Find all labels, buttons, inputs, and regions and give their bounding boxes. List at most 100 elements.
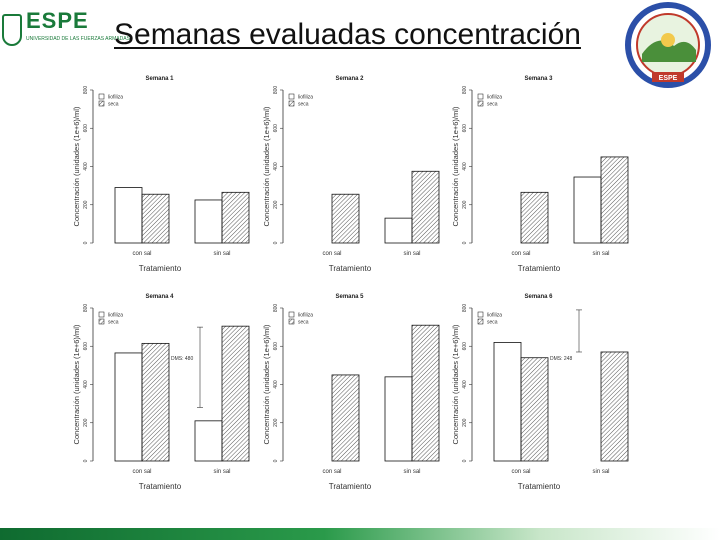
- legend-label-6: liofiliza: [487, 313, 502, 319]
- legend-swatch-4: [98, 318, 105, 325]
- legend-label-6: seca: [487, 320, 498, 326]
- x-tick-label-6: con sal: [511, 469, 530, 475]
- legend-label-5: seca: [298, 320, 309, 326]
- y-tick-label-5: 400: [273, 380, 279, 389]
- bar-seca-4: [141, 342, 170, 462]
- bar-liofiliza-5: [384, 376, 413, 462]
- bar-liofiliza-6: [493, 342, 522, 462]
- bar-seca-3: [520, 191, 549, 244]
- y-axis-label-2: Concentración (unidades (1e+6)/ml): [262, 106, 271, 226]
- dms-annotation-6: DMS: 248: [550, 356, 572, 362]
- y-tick-label-2: 0: [273, 241, 279, 244]
- chart-title-6: Semana 6: [524, 294, 553, 300]
- bar-seca-5: [331, 374, 360, 462]
- y-tick-label-2: 800: [273, 86, 279, 95]
- legend-label-2: seca: [298, 102, 309, 108]
- x-tick-label-6: sin sal: [592, 469, 609, 475]
- bar-seca-2: [411, 170, 440, 244]
- y-tick-label-3: 200: [462, 200, 468, 209]
- x-axis-label-1: Tratamiento: [139, 264, 182, 273]
- y-axis-label-6: Concentración (unidades (1e+6)/ml): [451, 324, 460, 444]
- y-axis-label-5: Concentración (unidades (1e+6)/ml): [262, 324, 271, 444]
- x-axis-label-5: Tratamiento: [329, 482, 372, 491]
- y-tick-label-5: 0: [273, 459, 279, 462]
- logo-text: ESPE: [26, 8, 89, 33]
- x-tick-label-3: con sal: [511, 251, 530, 257]
- x-tick-label-4: con sal: [132, 469, 151, 475]
- chart-title-3: Semana 3: [524, 76, 553, 82]
- y-tick-label-3: 600: [462, 124, 468, 133]
- career-seal-icon: ESPE: [625, 2, 711, 88]
- legend-label-4: liofiliza: [108, 313, 123, 319]
- legend-swatch-3: [477, 100, 484, 107]
- logo-subtitle: UNIVERSIDAD DE LAS FUERZAS ARMADAS: [26, 36, 130, 42]
- y-tick-label-3: 400: [462, 162, 468, 171]
- y-tick-label-5: 600: [273, 342, 279, 351]
- bar-seca-4: [221, 325, 250, 462]
- y-tick-label-1: 0: [83, 241, 89, 244]
- footer-bar: [0, 528, 720, 540]
- x-tick-label-1: sin sal: [213, 251, 230, 257]
- seal-label: ESPE: [659, 75, 678, 82]
- chart-title-2: Semana 2: [335, 76, 364, 82]
- bar-seca-1: [221, 191, 250, 244]
- bar-liofiliza-3: [573, 176, 602, 244]
- x-tick-label-4: sin sal: [213, 469, 230, 475]
- legend-label-4: seca: [108, 320, 119, 326]
- page-title: Semanas evaluadas concentración: [114, 18, 581, 51]
- x-tick-label-5: con sal: [322, 469, 341, 475]
- chart-title-5: Semana 5: [335, 294, 364, 300]
- x-tick-label-2: con sal: [322, 251, 341, 257]
- x-tick-label-2: sin sal: [403, 251, 420, 257]
- legend-label-3: seca: [487, 102, 498, 108]
- legend-swatch-1: [98, 100, 105, 107]
- y-tick-label-2: 400: [273, 162, 279, 171]
- bar-liofiliza-4: [194, 420, 223, 462]
- bar-liofiliza-4: [114, 352, 143, 462]
- y-tick-label-4: 0: [83, 459, 89, 462]
- y-tick-label-6: 800: [462, 304, 468, 313]
- x-axis-label-3: Tratamiento: [518, 264, 561, 273]
- y-tick-label-6: 600: [462, 342, 468, 351]
- y-tick-label-5: 200: [273, 418, 279, 427]
- y-tick-label-1: 600: [83, 124, 89, 133]
- dms-annotation-4: DMS: 480: [171, 356, 193, 362]
- bar-seca-3: [600, 156, 629, 244]
- legend-swatch-2: [288, 100, 295, 107]
- y-tick-label-4: 600: [83, 342, 89, 351]
- x-axis-label-6: Tratamiento: [518, 482, 561, 491]
- x-tick-label-1: con sal: [132, 251, 151, 257]
- legend-swatch-5: [288, 318, 295, 325]
- y-tick-label-5: 800: [273, 304, 279, 313]
- y-axis-label-4: Concentración (unidades (1e+6)/ml): [72, 324, 81, 444]
- legend-label-1: seca: [108, 102, 119, 108]
- chart-title-1: Semana 1: [145, 76, 174, 82]
- bar-seca-1: [141, 193, 170, 244]
- y-tick-label-4: 400: [83, 380, 89, 389]
- bar-seca-6: [520, 357, 549, 462]
- x-axis-label-2: Tratamiento: [329, 264, 372, 273]
- legend-swatch-6: [477, 311, 484, 318]
- y-tick-label-1: 400: [83, 162, 89, 171]
- bar-liofiliza-2: [384, 217, 413, 244]
- legend-swatch-5: [288, 311, 295, 318]
- bar-seca-2: [331, 193, 360, 244]
- y-tick-label-1: 800: [83, 86, 89, 95]
- y-tick-label-3: 800: [462, 86, 468, 95]
- x-axis-label-4: Tratamiento: [139, 482, 182, 491]
- legend-label-3: liofiliza: [487, 95, 502, 101]
- bar-seca-6: [600, 351, 629, 462]
- y-tick-label-1: 200: [83, 200, 89, 209]
- espe-logo: ESPE UNIVERSIDAD DE LAS FUERZAS ARMADAS: [0, 6, 130, 50]
- bar-seca-5: [411, 324, 440, 462]
- legend-swatch-4: [98, 311, 105, 318]
- y-tick-label-6: 0: [462, 459, 468, 462]
- y-tick-label-4: 200: [83, 418, 89, 427]
- legend-swatch-2: [288, 93, 295, 100]
- y-axis-label-1: Concentración (unidades (1e+6)/ml): [72, 106, 81, 226]
- bar-liofiliza-1: [114, 187, 143, 244]
- y-tick-label-6: 400: [462, 380, 468, 389]
- y-tick-label-2: 600: [273, 124, 279, 133]
- legend-swatch-6: [477, 318, 484, 325]
